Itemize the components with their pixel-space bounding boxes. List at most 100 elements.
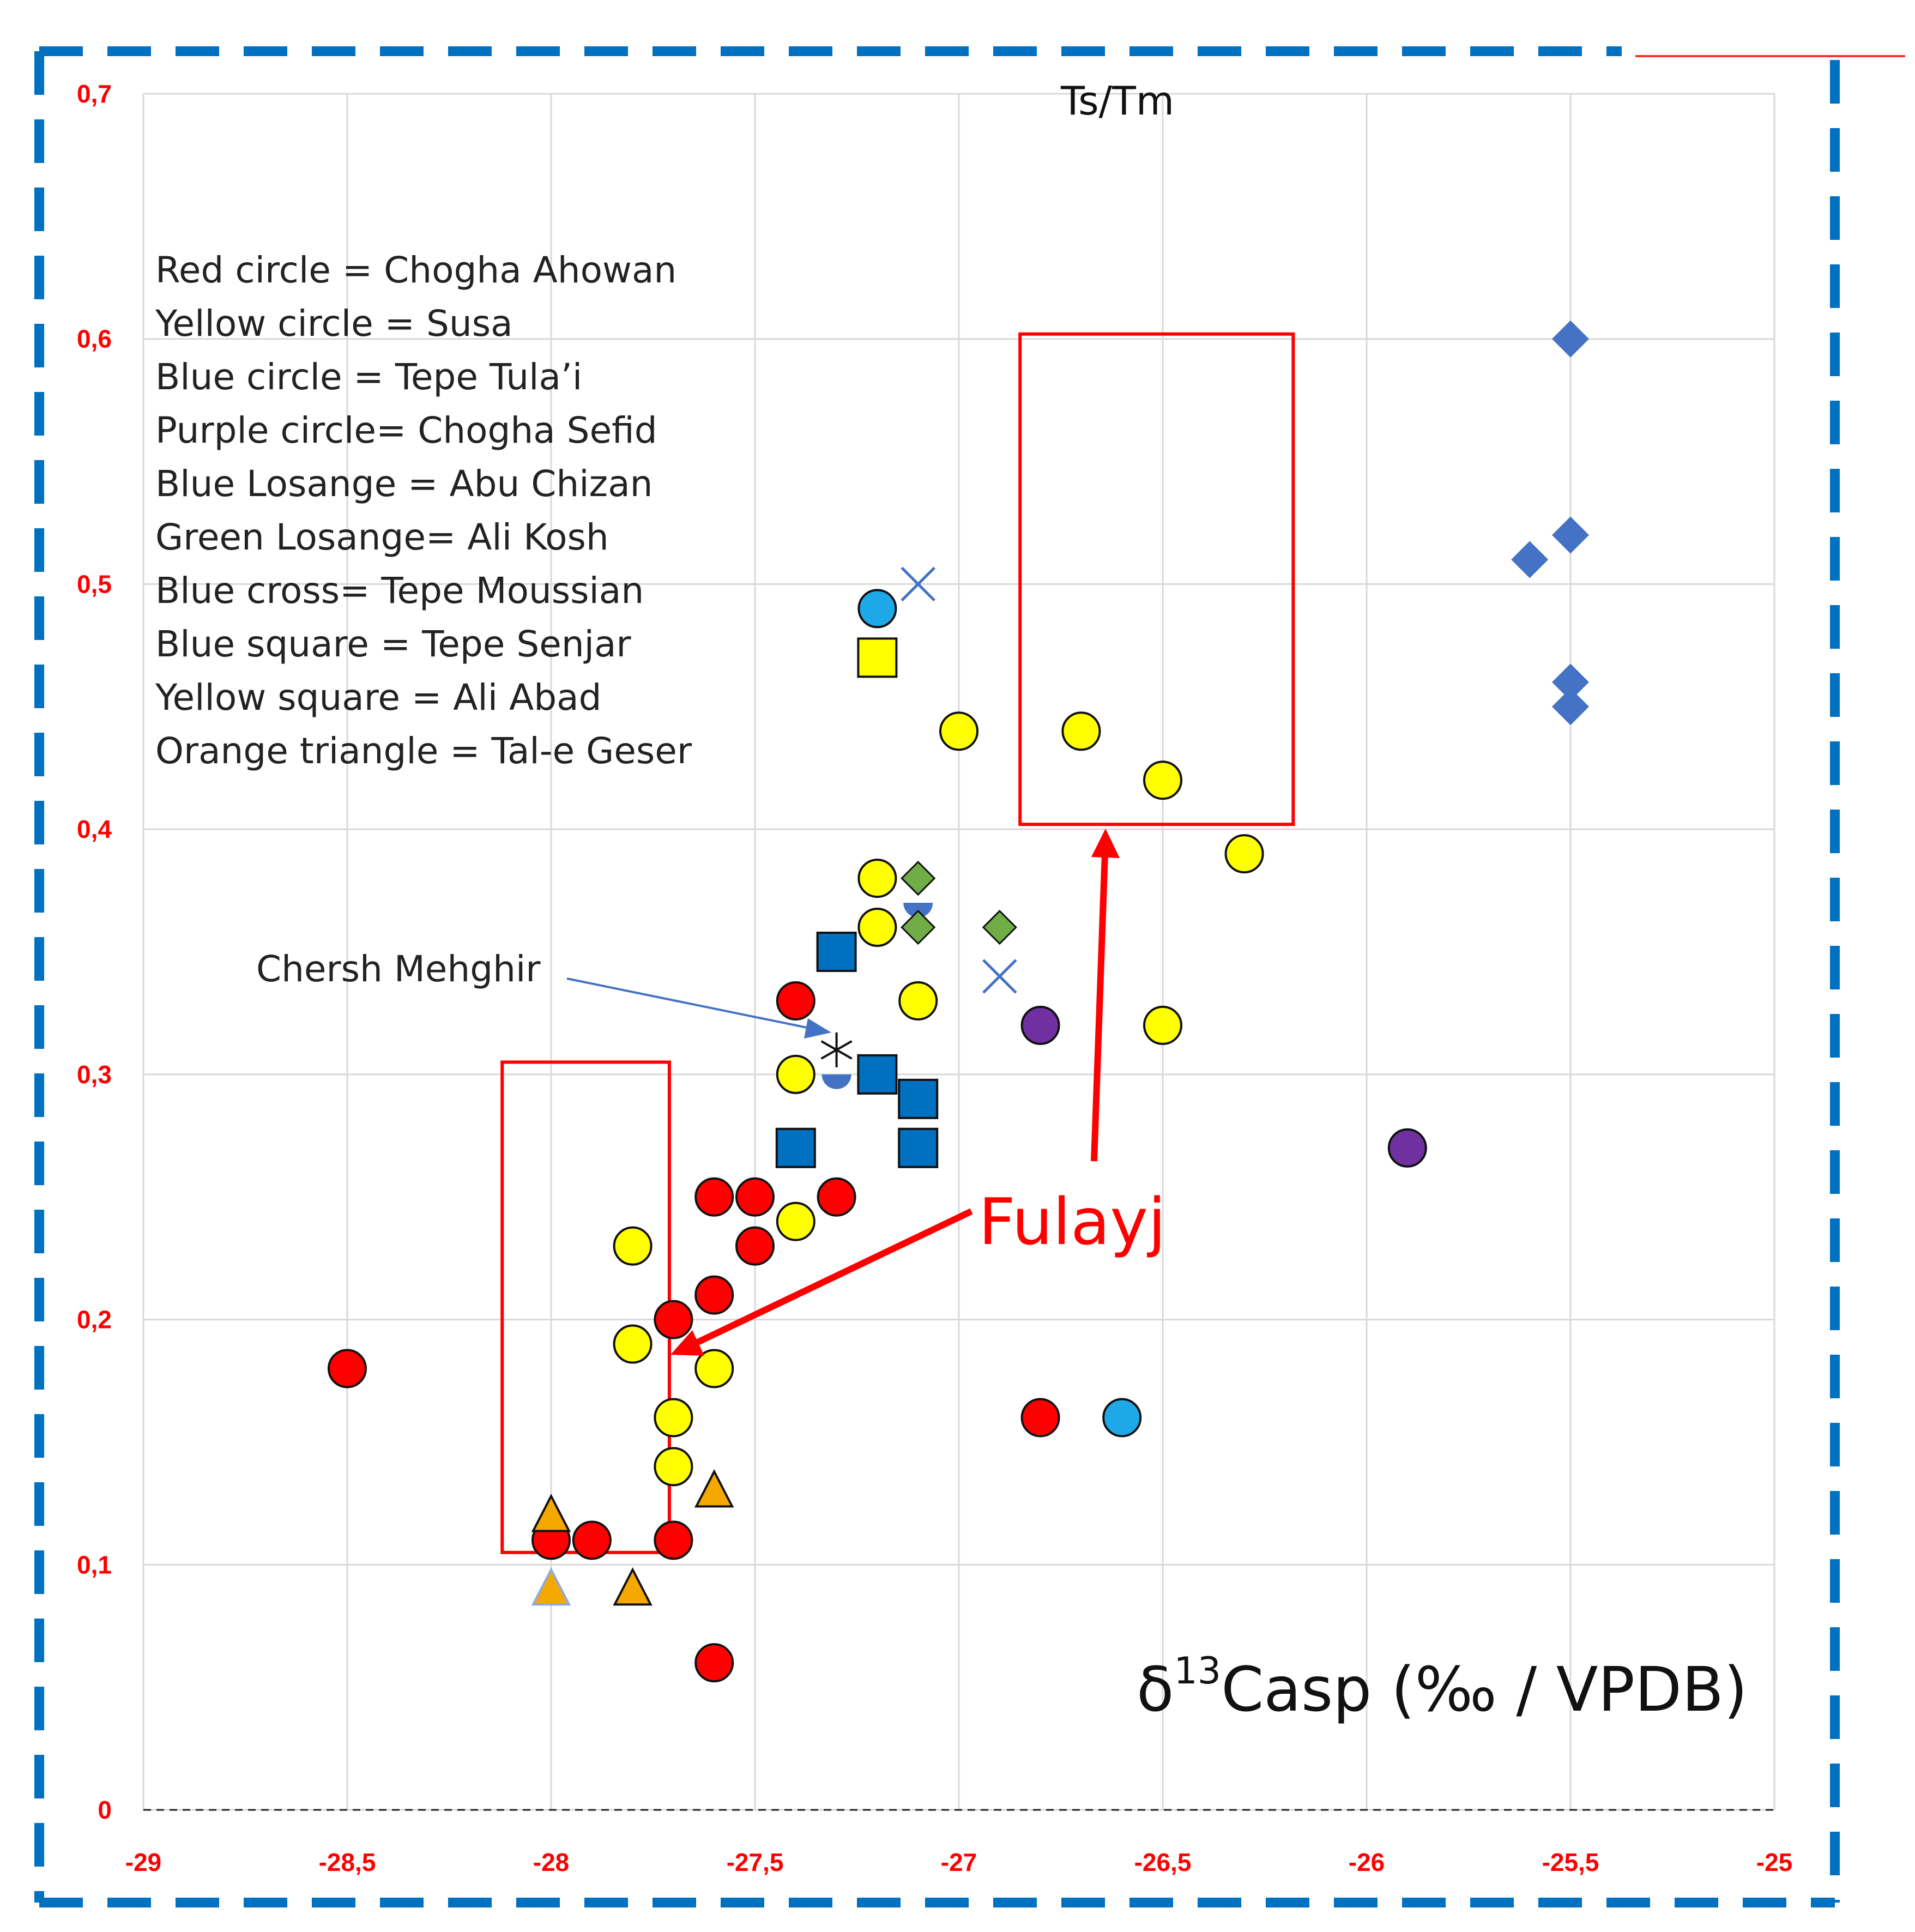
point-tepe-senjar xyxy=(898,1078,939,1119)
x-tick-label: -27 xyxy=(941,1848,977,1876)
point-susa xyxy=(939,711,978,751)
x-tick-label: -25,5 xyxy=(1542,1848,1599,1876)
point-susa xyxy=(694,1349,734,1388)
point-abu-chizan xyxy=(1511,541,1549,578)
point-susa xyxy=(857,859,897,898)
point-chogha-sefid xyxy=(1387,1128,1427,1168)
chart-title: Ts/Tm xyxy=(1060,78,1174,124)
legend-entry: Blue circle = Tepe Tula’i xyxy=(155,356,582,398)
point-chersh-mehghir xyxy=(820,1032,853,1067)
point-chogha-ahowan xyxy=(1020,1398,1060,1438)
x-axis-label-delta: δ xyxy=(1137,1655,1174,1725)
point-tepe-tula-i xyxy=(1102,1398,1142,1438)
point-susa xyxy=(898,981,938,1021)
point-abu-chizan xyxy=(1552,663,1589,701)
point-chogha-ahowan xyxy=(735,1226,775,1266)
point-chogha-ahowan xyxy=(694,1275,734,1315)
point-chogha-ahowan xyxy=(776,981,815,1021)
frame xyxy=(34,46,1840,1907)
point-tepe-tula-i xyxy=(857,589,897,629)
point-tepe-moussian xyxy=(982,959,1017,994)
point-susa xyxy=(613,1226,653,1266)
chersh-label: Chersh Mehghir xyxy=(256,948,541,990)
fulayj-label: Fulayj xyxy=(978,1184,1166,1259)
x-tick-label: -28 xyxy=(533,1848,569,1876)
fulayj-arrow-up xyxy=(1091,853,1108,1162)
point-chogha-ahowan xyxy=(328,1349,367,1388)
point-abu-chizan xyxy=(1552,688,1589,726)
legend-entry: Blue Losange = Abu Chizan xyxy=(155,463,653,505)
chersh-arrowhead xyxy=(804,1018,831,1039)
legend-entry: Purple circle= Chogha Sefid xyxy=(155,409,657,451)
point-tal-e-geser xyxy=(694,1469,734,1508)
x-axis-label: δ13Casp (‰ / VPDB) xyxy=(1137,1650,1748,1725)
data-points xyxy=(328,320,1589,1683)
chersh-arrow xyxy=(566,977,815,1030)
point-susa xyxy=(1143,1005,1182,1045)
y-tick-label: 0,2 xyxy=(77,1306,112,1334)
point-susa xyxy=(1224,834,1264,874)
point-tepe-senjar xyxy=(857,1054,898,1095)
point-susa xyxy=(857,908,897,947)
point-chogha-ahowan xyxy=(694,1177,734,1217)
point-chogha-ahowan xyxy=(572,1520,612,1560)
x-tick-label: -28,5 xyxy=(319,1848,376,1876)
x-axis-label-rest: Casp (‰ / VPDB) xyxy=(1221,1655,1748,1725)
x-tick-label: -26,5 xyxy=(1134,1848,1192,1876)
y-tick-label: 0,3 xyxy=(77,1060,112,1089)
fulayj-arrowhead-up xyxy=(1091,829,1120,858)
y-tick-label: 0,7 xyxy=(77,80,112,108)
point-susa xyxy=(776,1054,815,1094)
point-ali-kosh xyxy=(901,860,936,896)
legend-entry: Blue square = Tepe Senjar xyxy=(155,623,631,665)
point-chogha-ahowan xyxy=(654,1520,693,1560)
x-tick-label: -29 xyxy=(125,1848,161,1876)
point-susa xyxy=(613,1324,653,1364)
y-tick-label: 0,1 xyxy=(77,1550,112,1579)
fulayj-arrowhead-down xyxy=(670,1330,704,1356)
point-abu-chizan xyxy=(1552,516,1589,554)
point-tal-e-geser-light xyxy=(531,1567,571,1606)
point-susa xyxy=(654,1398,693,1438)
x-tick-label: -26 xyxy=(1349,1848,1385,1876)
legend-entry: Red circle = Chogha Ahowan xyxy=(155,249,676,291)
legend-entry: Orange triangle = Tal-e Geser xyxy=(155,730,692,772)
point-tal-e-geser xyxy=(531,1493,571,1532)
x-tick-label: -25 xyxy=(1756,1848,1792,1876)
point-tepe-senjar xyxy=(898,1127,939,1168)
y-tick-label: 0,4 xyxy=(77,815,112,843)
point-ali-kosh xyxy=(901,909,936,945)
fulayj-box-upper xyxy=(1018,332,1295,826)
point-susa xyxy=(654,1447,693,1487)
point-susa xyxy=(1061,711,1101,751)
legend-entry: Blue cross= Tepe Moussian xyxy=(155,570,644,612)
legend-entry: Yellow square = Ali Abad xyxy=(155,677,601,719)
fulayj-arrow-down xyxy=(696,1208,973,1345)
x-axis-label-sup: 13 xyxy=(1174,1650,1222,1693)
point-tepe-tula-i-half xyxy=(821,1074,851,1089)
point-susa xyxy=(1143,760,1182,800)
point-susa xyxy=(776,1202,815,1241)
x-tick-label: -27,5 xyxy=(727,1848,784,1876)
grid xyxy=(143,94,1774,1810)
y-tick-labels: 0 0,1 0,2 0,3 0,4 0,5 0,6 0,7 xyxy=(77,80,112,1824)
point-tepe-moussian xyxy=(901,566,935,602)
legend-entry: Green Losange= Ali Kosh xyxy=(155,516,609,558)
y-tick-label: 0 xyxy=(98,1796,112,1824)
point-chogha-ahowan xyxy=(817,1177,856,1217)
point-ali-kosh xyxy=(982,909,1017,945)
point-tal-e-geser xyxy=(613,1567,653,1606)
point-chogha-ahowan xyxy=(654,1300,693,1339)
y-tick-label: 0,5 xyxy=(77,570,112,598)
legend: Red circle = Chogha Ahowan Yellow circle … xyxy=(155,249,692,772)
y-tick-label: 0,6 xyxy=(77,325,112,353)
point-chogha-ahowan xyxy=(735,1177,775,1217)
x-tick-labels: -29 -28,5 -28 -27,5 -27 -26,5 -26 -25,5 -25 xyxy=(125,1848,1792,1876)
point-tepe-senjar xyxy=(816,932,857,972)
point-abu-chizan xyxy=(1552,320,1589,358)
point-ali-abad xyxy=(857,637,898,678)
point-chogha-sefid xyxy=(1020,1005,1060,1045)
point-tepe-senjar xyxy=(775,1127,816,1168)
